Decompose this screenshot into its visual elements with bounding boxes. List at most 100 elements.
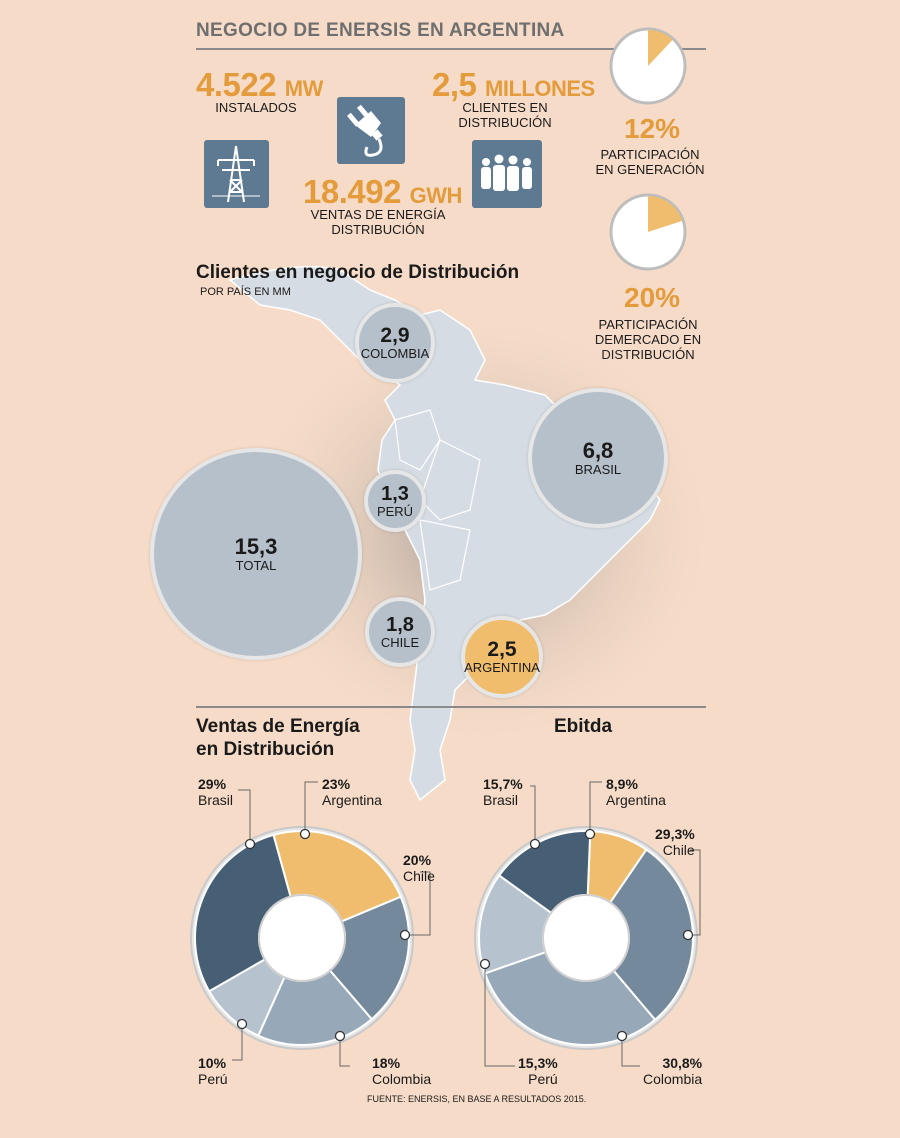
- ebitda-colombia-leader: [621, 1036, 640, 1067]
- ebitda-label-brasil-value: 15,7%: [483, 776, 523, 792]
- distribution-share-label-1: PARTICIPACIÓN: [598, 317, 698, 332]
- generation-share-pie: [609, 27, 687, 105]
- sales-label: VENTAS DE ENERGÍA DISTRIBUCIÓN: [298, 207, 458, 238]
- distribution-share-value: 20%: [624, 282, 681, 313]
- ventas-brasil-dot: [244, 838, 256, 850]
- ebitda-label-argentina-value: 8,9%: [606, 776, 638, 792]
- ebitda-label-argentina: 8,9% Argentina: [606, 776, 666, 808]
- ventas-label-brasil-name: Brasil: [198, 792, 234, 809]
- bubble-chile-value: 1,8: [386, 613, 414, 636]
- ventas-label-colombia-value: 18%: [372, 1055, 401, 1071]
- sales-label-line1: VENTAS DE ENERGÍA: [310, 207, 446, 222]
- ebitda-chile-dot: [682, 929, 694, 941]
- clients-unit: MILLONES: [485, 76, 595, 101]
- header-rule: [196, 48, 706, 50]
- bubble-peru: 1,3 PERÚ: [364, 470, 426, 532]
- ebitda-donut: [474, 826, 698, 1050]
- generation-share-label-2: EN GENERACIÓN: [595, 161, 705, 177]
- ebitda-label-colombia-name: Colombia: [643, 1071, 703, 1088]
- ventas-colombia-leader: [339, 1036, 350, 1067]
- ebitda-label-colombia: 30,8% Colombia: [643, 1055, 702, 1087]
- ebitda-colombia-dot: [616, 1030, 628, 1042]
- installed-label: INSTALADOS: [215, 100, 297, 115]
- ventas-label-colombia-name: Colombia: [372, 1071, 432, 1088]
- people-icon: [472, 140, 542, 208]
- source-note: FUENTE: ENERSIS, EN BASE A RESULTADOS 20…: [367, 1094, 587, 1104]
- bubble-colombia-label: COLOMBIA: [360, 346, 430, 361]
- bubble-colombia-value: 2,9: [380, 324, 410, 347]
- ventas-peru-leader: [232, 1024, 243, 1061]
- page-title: NEGOCIO DE ENERSIS EN ARGENTINA: [196, 20, 565, 41]
- installed-stat: 4.522 MW: [196, 68, 323, 101]
- ventas-label-peru-name: Perú: [198, 1071, 228, 1088]
- ebitda-label-argentina-name: Argentina: [606, 792, 666, 809]
- bubble-brasil-value: 6,8: [582, 437, 614, 463]
- installed-value: 4.522: [196, 66, 277, 103]
- ventas-label-chile: 20% Chile: [403, 852, 435, 884]
- clients-value: 2,5: [432, 66, 477, 103]
- ebitda-hole: [542, 894, 630, 982]
- ebitda-peru-leader: [484, 964, 515, 1067]
- bubble-argentina-label: ARGENTINA: [464, 660, 540, 675]
- ebitda-label-peru-value: 15,3%: [518, 1055, 558, 1071]
- sales-label-line2: DISTRIBUCIÓN: [331, 221, 425, 237]
- ebitda-label-brasil: 15,7% Brasil: [483, 776, 523, 808]
- ebitda-brasil-dot: [529, 838, 541, 850]
- power-tower-icon: [204, 140, 269, 208]
- generation-share-label-1: PARTICIPACIÓN: [600, 147, 700, 162]
- section-rule: [196, 706, 706, 708]
- ventas-title: Ventas de Energía en Distribución: [196, 716, 360, 762]
- bubble-brasil: 6,8 BRASIL: [528, 388, 668, 528]
- ventas-donut: [190, 826, 414, 1050]
- ventas-label-peru-value: 10%: [198, 1055, 227, 1071]
- bubble-chile-label: CHILE: [380, 634, 420, 650]
- label-leaders: [232, 781, 701, 1067]
- ebitda-label-chile-value: 29,3%: [655, 826, 695, 842]
- clients-title: Clientes en negocio de Distribución: [196, 262, 520, 283]
- generation-share-label: PARTICIPACIÓN EN GENERACIÓN: [590, 147, 710, 178]
- ventas-label-argentina-value: 23%: [322, 776, 351, 792]
- bubble-argentina-value: 2,5: [487, 638, 517, 661]
- ebitda-label-chile: 29,3% Chile: [655, 826, 695, 858]
- clients-stat: 2,5 MILLONES: [432, 68, 595, 101]
- ventas-colombia-dot: [334, 1030, 346, 1042]
- generation-share-value: 12%: [624, 113, 681, 144]
- bubble-argentina: 2,5 ARGENTINA: [461, 616, 543, 698]
- sales-stat: 18.492 GWH: [303, 175, 462, 208]
- ebitda-brasil-leader: [530, 785, 536, 844]
- ebitda-label-peru-name: Perú: [528, 1071, 558, 1088]
- ventas-peru-dot: [236, 1018, 248, 1030]
- ebitda-label-brasil-name: Brasil: [483, 792, 519, 809]
- ebitda-label-chile-name: Chile: [662, 842, 695, 859]
- ebitda-title: Ebitda: [554, 716, 613, 737]
- south-america-map: [228, 265, 730, 802]
- bubble-chile: 1,8 CHILE: [365, 597, 435, 667]
- ebitda-chile-leader: [688, 849, 701, 936]
- ventas-title-line1: Ventas de Energía: [196, 716, 360, 737]
- ventas-argentina-leader: [304, 781, 318, 834]
- ebitda-argentina-dot: [584, 828, 596, 840]
- bubble-peru-label: PERÚ: [376, 503, 414, 519]
- bubble-total-value: 15,3: [234, 533, 278, 559]
- bubble-brasil-label: BRASIL: [574, 461, 622, 477]
- ventas-chile-dot: [399, 929, 411, 941]
- ventas-label-peru: 10% Perú: [198, 1055, 228, 1087]
- ventas-title-line2: en Distribución: [196, 738, 335, 760]
- sales-unit: GWH: [409, 183, 463, 208]
- ebitda-argentina-leader: [589, 781, 602, 834]
- ventas-argentina-dot: [299, 828, 311, 840]
- ventas-label-chile-name: Chile: [403, 868, 435, 885]
- ventas-label-brasil: 29% Brasil: [198, 776, 233, 808]
- ebitda-label-peru: 15,3% Perú: [518, 1055, 558, 1087]
- ventas-label-argentina: 23% Argentina: [322, 776, 382, 808]
- ebitda-peru-dot: [479, 958, 491, 970]
- distribution-share-slice: [648, 196, 683, 232]
- sales-value: 18.492: [303, 173, 401, 210]
- bubble-total-label: TOTAL: [235, 557, 277, 573]
- ebitda-label-colombia-value: 30,8%: [662, 1055, 703, 1071]
- ventas-label-chile-value: 20%: [403, 852, 432, 868]
- donut-charts: [190, 781, 701, 1067]
- distribution-share-pie: [609, 193, 687, 271]
- continent-shape: [228, 265, 661, 802]
- clients-label: CLIENTES EN DISTRIBUCIÓN: [458, 100, 552, 130]
